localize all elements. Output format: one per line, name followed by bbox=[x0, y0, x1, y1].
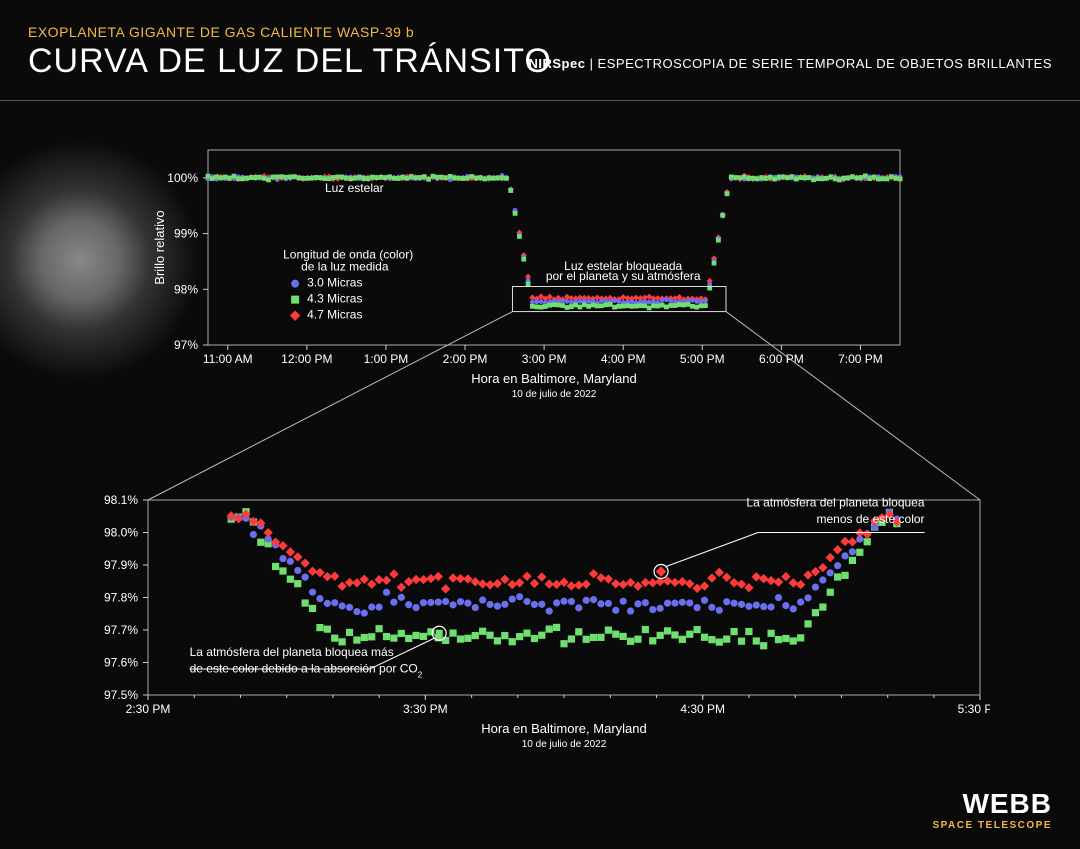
svg-text:Hora en Baltimore, Maryland: Hora en Baltimore, Maryland bbox=[471, 371, 636, 386]
svg-text:7:00 PM: 7:00 PM bbox=[838, 352, 883, 366]
svg-text:de este color debido a la abso: de este color debido a la absorción por … bbox=[190, 661, 423, 679]
svg-text:98.1%: 98.1% bbox=[104, 493, 138, 507]
svg-text:por el planeta y su atmósfera: por el planeta y su atmósfera bbox=[546, 269, 701, 283]
svg-text:La atmósfera del planeta bloqu: La atmósfera del planeta bloquea más bbox=[190, 645, 394, 659]
svg-text:10 de julio de 2022: 10 de julio de 2022 bbox=[522, 739, 607, 750]
svg-text:6:00 PM: 6:00 PM bbox=[759, 352, 804, 366]
svg-text:de la luz medida: de la luz medida bbox=[301, 260, 389, 274]
logo-main: WEBB bbox=[932, 788, 1052, 820]
svg-text:12:00 PM: 12:00 PM bbox=[281, 352, 332, 366]
svg-text:97.6%: 97.6% bbox=[104, 656, 138, 670]
instrument-label: NIRSpec | ESPECTROSCOPIA DE SERIE TEMPOR… bbox=[528, 56, 1052, 71]
svg-text:97.5%: 97.5% bbox=[104, 688, 138, 702]
svg-text:Hora en Baltimore, Maryland: Hora en Baltimore, Maryland bbox=[481, 721, 646, 736]
instrument-prefix: NIRSpec bbox=[528, 56, 585, 71]
svg-text:97.8%: 97.8% bbox=[104, 591, 138, 605]
webb-logo: WEBB SPACE TELESCOPE bbox=[932, 788, 1052, 831]
svg-text:Brillo relativo: Brillo relativo bbox=[152, 210, 167, 284]
svg-text:4.3 Micras: 4.3 Micras bbox=[307, 292, 362, 306]
svg-text:2:30 PM: 2:30 PM bbox=[126, 702, 171, 716]
header-rule bbox=[0, 100, 1080, 101]
top-chart: 97% 98% 99% 100% 11:00 AM 12:00 PM 1:00 PM 2:00… bbox=[150, 140, 910, 400]
bottom-chart: 97.5% 97.6% 97.7% 97.8% 97.9% 98.0% 98.1% 2:30 … bbox=[90, 490, 990, 750]
svg-text:98.0%: 98.0% bbox=[104, 526, 138, 540]
instrument-rest: | ESPECTROSCOPIA DE SERIE TEMPORAL DE OB… bbox=[585, 56, 1052, 71]
svg-text:3:00 PM: 3:00 PM bbox=[522, 352, 567, 366]
svg-text:5:00 PM: 5:00 PM bbox=[680, 352, 725, 366]
svg-text:3.0 Micras: 3.0 Micras bbox=[307, 276, 362, 290]
svg-text:10 de julio de 2022: 10 de julio de 2022 bbox=[512, 389, 597, 400]
svg-text:99%: 99% bbox=[174, 227, 198, 241]
svg-text:4:30 PM: 4:30 PM bbox=[680, 702, 725, 716]
svg-text:Luz estelar: Luz estelar bbox=[325, 181, 384, 195]
svg-text:3:30 PM: 3:30 PM bbox=[403, 702, 448, 716]
svg-text:1:00 PM: 1:00 PM bbox=[364, 352, 409, 366]
svg-text:4:00 PM: 4:00 PM bbox=[601, 352, 646, 366]
svg-text:menos de este color: menos de este color bbox=[816, 512, 924, 526]
svg-text:97%: 97% bbox=[174, 338, 198, 352]
logo-sub: SPACE TELESCOPE bbox=[932, 820, 1052, 831]
svg-text:4.7 Micras: 4.7 Micras bbox=[307, 308, 362, 322]
svg-text:98%: 98% bbox=[174, 282, 198, 296]
header-subtitle: EXOPLANETA GIGANTE DE GAS CALIENTE WASP-… bbox=[28, 24, 1052, 40]
svg-text:La atmósfera del planeta bloqu: La atmósfera del planeta bloquea bbox=[746, 496, 924, 510]
svg-text:11:00 AM: 11:00 AM bbox=[203, 352, 253, 366]
svg-text:97.9%: 97.9% bbox=[104, 558, 138, 572]
svg-text:2:00 PM: 2:00 PM bbox=[443, 352, 488, 366]
svg-text:100%: 100% bbox=[167, 171, 198, 185]
svg-text:97.7%: 97.7% bbox=[104, 623, 138, 637]
svg-text:5:30 PM: 5:30 PM bbox=[958, 702, 990, 716]
